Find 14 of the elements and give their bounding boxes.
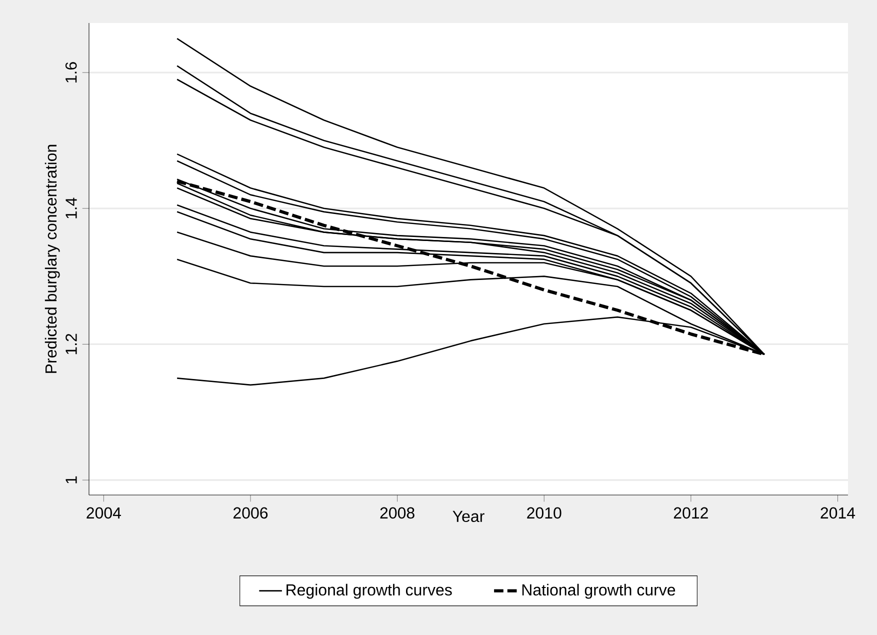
x-tick-label: 2014 [820,507,856,519]
x-tick-label: 2012 [674,507,708,519]
x-tick-label: 2006 [233,507,268,519]
x-tick-label: 2004 [86,507,121,519]
x-tick-label: 2010 [527,507,562,519]
y-tick-label: 1 [66,476,77,484]
x-tick-label: 2008 [380,507,414,519]
legend-label: National growth curve [522,584,676,599]
y-tick-label: 1.6 [65,62,77,82]
y-tick-label: 1.4 [66,198,77,218]
y-tick-label: 1.2 [66,334,77,354]
y-axis-title: Predicted burglary concentration [44,144,60,373]
x-axis-title: Year [452,510,484,522]
legend-label: Regional growth curves [286,584,452,599]
